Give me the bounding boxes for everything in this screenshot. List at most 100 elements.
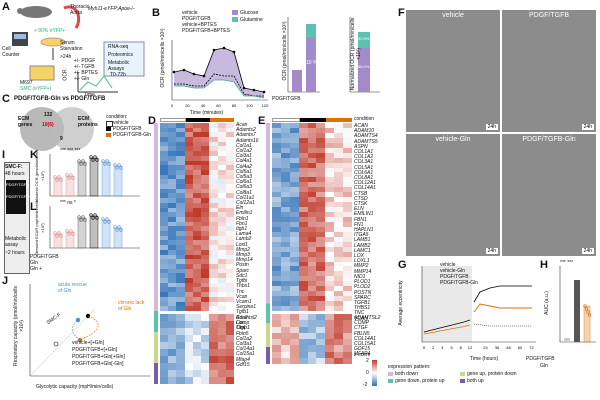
gene-label: COL8A1: [354, 175, 374, 182]
heat-cell: [201, 292, 210, 297]
micro-time-pdgf-gln: 24h: [581, 248, 594, 254]
heat-cell: [272, 147, 281, 153]
heat-cell: [343, 172, 352, 178]
heat-cell: [272, 306, 281, 311]
heat-cell: [334, 167, 344, 173]
heat-cell: [280, 266, 290, 272]
gene-label: COL14A1: [354, 335, 376, 342]
gene-label: NID1: [354, 273, 366, 280]
dish-icon: [40, 37, 66, 47]
heat-cell: [280, 123, 290, 128]
gene-label: Col3a1: [236, 341, 252, 348]
gene-label: Timp1: [236, 324, 250, 331]
panel-letter-c: C: [2, 93, 10, 105]
heat-cell: [334, 226, 344, 232]
heat-cell: [192, 226, 202, 232]
heat-cell: [192, 146, 202, 152]
pattern-swatch-3: [460, 379, 465, 383]
heat-cell: [334, 152, 344, 158]
heat-cell: [217, 193, 226, 199]
heat-cell: [160, 202, 169, 208]
heat-cell: [280, 261, 290, 267]
heat-cell: [201, 184, 210, 189]
heat-cell: [201, 370, 210, 377]
heat-cell: [316, 123, 326, 128]
pattern-0: both down: [395, 371, 419, 377]
heat-cell: [289, 281, 299, 287]
heat-cell: [217, 268, 226, 274]
bar-vehicle: [292, 70, 302, 92]
heat-cell: [280, 320, 290, 327]
heat-cell: [176, 155, 185, 161]
condition-1: +/- TGFB: [74, 64, 95, 70]
heat-cell: [217, 212, 226, 217]
i-assay-time: ~2 hours: [5, 250, 25, 256]
heat-cell: [343, 306, 352, 311]
gene-label: MMP14: [354, 268, 372, 275]
condition-0: +/- PDGF: [74, 58, 96, 64]
gene-label: Gdf15: [236, 361, 250, 368]
heat-cell: [225, 254, 234, 260]
heat-cell: [184, 273, 193, 279]
heat-cell: [307, 246, 317, 252]
heat-cell: [325, 167, 335, 173]
heat-cell: [217, 321, 226, 328]
heat-cell: [325, 177, 335, 183]
heat-cell: [316, 162, 326, 168]
heat-cell: [201, 235, 210, 241]
heat-cell: [201, 193, 210, 199]
heat-cell: [176, 377, 185, 384]
heat-cell: [176, 356, 185, 363]
heat-cell: [217, 174, 226, 180]
aorta-label: Aorta: [70, 10, 82, 16]
heat-cell: [316, 187, 326, 193]
heat-cell: [343, 266, 352, 272]
heat-cell: [209, 193, 218, 199]
heat-cell: [225, 342, 234, 349]
assay-box: [103, 41, 145, 77]
heat-cell: [289, 339, 299, 346]
heat-cell: [272, 261, 281, 267]
heat-cell: [289, 332, 299, 339]
heat-cell: [209, 268, 218, 274]
heat-cell: [160, 377, 169, 384]
heat-cell: [217, 296, 226, 302]
heat-cell: [217, 235, 226, 241]
heat-cell: [325, 251, 335, 257]
gene-label: COL5A1: [354, 164, 374, 171]
heat-cell: [334, 246, 344, 252]
j-annot1: acute rescue of Gln: [58, 282, 87, 294]
heat-cell: [343, 281, 352, 287]
d-cond-bar: [160, 118, 234, 122]
aorta-icon: [63, 5, 81, 29]
heat-cell: [176, 349, 185, 356]
heat-cell: [272, 357, 281, 364]
heat-cell: [192, 328, 202, 335]
gene-label: Mmp3: [236, 252, 250, 259]
gene-label: THBS1: [354, 305, 371, 312]
heat-cell: [334, 314, 344, 321]
heat-cell: [325, 320, 335, 327]
heat-cell: [192, 363, 202, 370]
heat-cell: [168, 268, 177, 274]
heat-cell: [289, 221, 299, 227]
heat-cell: [225, 137, 234, 142]
heat-cell: [343, 256, 352, 262]
heat-cell: [184, 306, 193, 311]
heat-cell: [217, 169, 226, 175]
heat-cell: [325, 147, 335, 153]
heat-cell: [184, 263, 193, 269]
heat-cell: [176, 174, 185, 180]
heat-cell: [160, 123, 169, 128]
heat-cell: [168, 123, 177, 128]
heat-cell: [307, 187, 317, 193]
heat-cell: [343, 326, 352, 333]
micrograph-pdgf: PDGF/TGFB 24h: [502, 10, 596, 132]
heat-cell: [272, 202, 281, 208]
panel-letter-a: A: [2, 1, 10, 13]
heat-cell: [176, 249, 185, 255]
h-row-pdgf: PDGF/TGFB: [526, 356, 555, 362]
dot: [57, 231, 61, 235]
gene-label: PLOD2: [354, 284, 371, 291]
heat-cell: [176, 278, 185, 283]
